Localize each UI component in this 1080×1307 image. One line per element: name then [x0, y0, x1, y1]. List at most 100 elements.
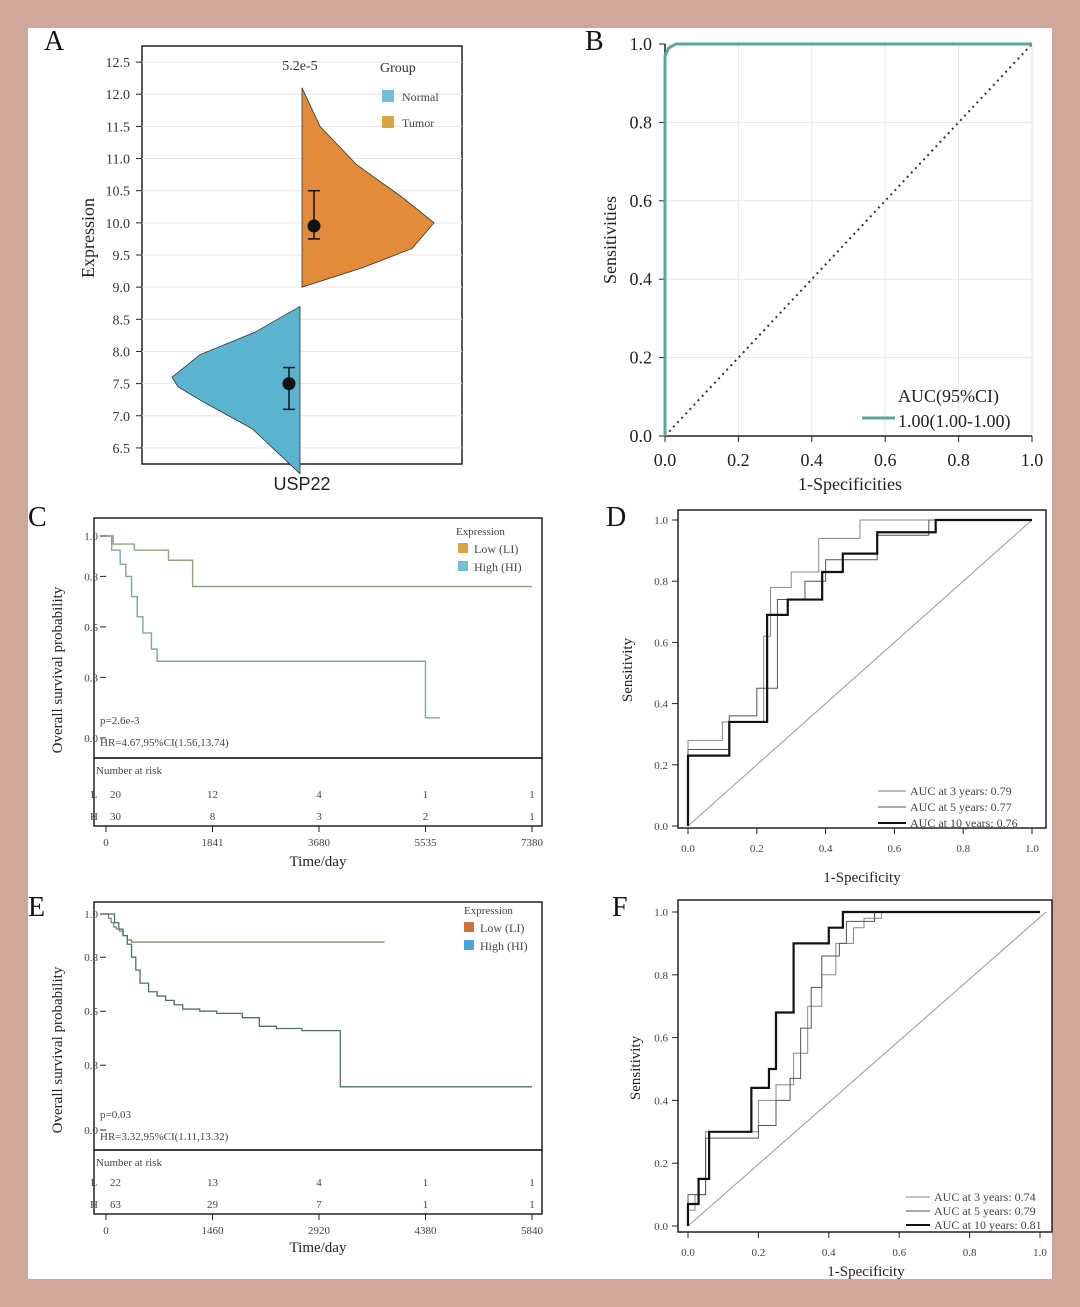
- panel-b-roc: 0.0 0.2 0.4 0.6 0.8 1.0 0.0 0.2 0.4 0.6 0.8 1.0 Sen…: [600, 34, 1043, 494]
- km-curve-high-e: [106, 913, 532, 1088]
- legend-swatch-low: [458, 543, 468, 553]
- violin-tumor: [301, 87, 435, 288]
- risk-count: 2: [423, 811, 429, 823]
- risk-count: 7: [316, 1199, 322, 1211]
- figure-sheet: A B C D E F 12.5 12.0 11.5 11.0 10.5 10.0 9.5 9…: [28, 26, 1053, 1280]
- panel-b-ytick-label: 0.2: [630, 348, 653, 368]
- panel-d-diagonal: [687, 519, 1033, 827]
- legend-label-f-10y: AUC at 10 years: 0.81: [934, 1218, 1042, 1232]
- roc-ytick-label: 1.0: [654, 907, 668, 919]
- panel-f-xlabel: 1-Specificity: [827, 1264, 905, 1280]
- panel-e-legend-title: Expression: [464, 905, 513, 917]
- km-xtick-label: 7380: [521, 837, 544, 849]
- roc-ytick-label: 0.8: [654, 970, 668, 982]
- km-xtick-label: 2920: [308, 1225, 331, 1237]
- panel-b-xtick-label: 1.0: [1021, 450, 1044, 470]
- panel-b-ylabel: Sensitivities: [600, 196, 620, 284]
- panel-a-ytick-label: 10.0: [106, 217, 131, 232]
- roc-ytick-label: 0.6: [654, 1033, 668, 1045]
- panel-letter-a: A: [44, 26, 65, 57]
- panel-a-ytick-label: 11.0: [106, 153, 130, 168]
- roc-xtick-label: 0.4: [819, 843, 833, 855]
- legend-swatch-normal: [382, 90, 394, 102]
- panel-a-xlabel: USP22: [273, 474, 330, 494]
- roc-xtick-label: 0.8: [963, 1247, 977, 1259]
- panel-b-diagonal: [664, 43, 1033, 437]
- panel-a-ytick-label: 11.5: [106, 120, 130, 135]
- risk-count: 4: [316, 1177, 322, 1189]
- legend-swatch-low-e: [464, 922, 474, 932]
- panel-a-ytick-label: 9.0: [113, 281, 131, 296]
- legend-label-tumor: Tumor: [402, 116, 434, 130]
- km-ytick-label: 0.8: [84, 952, 98, 964]
- legend-label-f-3y: AUC at 3 years: 0.74: [934, 1190, 1036, 1204]
- risk-count: 1: [529, 1199, 535, 1211]
- median-point-normal: [282, 377, 296, 391]
- panel-b-ytick-label: 0.0: [630, 426, 653, 446]
- panel-a-ytick-label: 8.0: [113, 345, 131, 360]
- panel-e-risk-table: [93, 1149, 543, 1215]
- panel-b-legend-title: AUC(95%CI): [898, 386, 999, 407]
- legend-swatch-high-e: [464, 940, 474, 950]
- risk-count: 20: [110, 789, 122, 801]
- panel-b-legend-auc: 1.00(1.00-1.00): [898, 411, 1010, 432]
- panel-d-roc: 0.0 0.2 0.4 0.6 0.8 1.0 1.0 0.8 0.6 0.4 0.2 0.0 Sen…: [620, 509, 1047, 886]
- risk-count: 1: [423, 789, 429, 801]
- km-ytick-label: 1.0: [84, 531, 98, 543]
- roc-ytick-label: 0.0: [654, 821, 668, 833]
- panel-b-xtick-label: 0.2: [727, 450, 750, 470]
- roc-xtick-label: 0.0: [681, 843, 695, 855]
- panel-d-ylabel: Sensitivity: [620, 637, 636, 702]
- panel-f-ylabel: Sensitivity: [628, 1035, 644, 1100]
- km-ytick-label: 0.8: [84, 571, 98, 583]
- panel-f-diagonal: [687, 911, 1047, 1227]
- panel-a-ytick-label: 12.5: [106, 56, 131, 71]
- roc-ytick-label: 0.6: [654, 637, 668, 649]
- panel-letter-b: B: [585, 26, 604, 57]
- panel-e-risk-title: Number at risk: [96, 1157, 162, 1169]
- panel-e-pvalue: p=0.03: [100, 1109, 131, 1121]
- risk-row-label: L: [91, 1177, 98, 1189]
- panel-letter-d: D: [606, 502, 626, 533]
- panel-letter-e: E: [28, 892, 45, 923]
- panel-e-ylabel: Overall survival probability: [50, 966, 66, 1133]
- legend-label-low-e: Low (LI): [480, 921, 524, 935]
- panel-a-violin: 12.5 12.0 11.5 11.0 10.5 10.0 9.5 9.0 8.5 8.0 7.5 7…: [78, 45, 463, 494]
- risk-count: 1: [529, 789, 535, 801]
- risk-count: 1: [423, 1177, 429, 1189]
- km-xtick-label: 1460: [202, 1225, 225, 1237]
- roc-curve-5-years: [687, 911, 1040, 1226]
- panel-e-frame: [93, 901, 543, 1151]
- legend-label-low: Low (LI): [474, 542, 518, 556]
- panel-a-ytick-label: 10.5: [106, 185, 131, 200]
- panel-c-ylabel: Overall survival probability: [50, 586, 66, 753]
- km-ytick-label: 0.3: [84, 672, 98, 684]
- risk-count: 22: [110, 1177, 121, 1189]
- risk-count: 3: [316, 811, 322, 823]
- km-ytick-label: 0.5: [84, 622, 98, 634]
- km-curve-low: [106, 535, 532, 588]
- legend-label-f-5y: AUC at 5 years: 0.79: [934, 1204, 1036, 1218]
- risk-count: 8: [210, 811, 216, 823]
- risk-count: 12: [207, 789, 218, 801]
- panel-letter-f: F: [612, 892, 628, 923]
- panel-letter-c: C: [28, 502, 47, 533]
- legend-swatch-high: [458, 561, 468, 571]
- roc-xtick-label: 1.0: [1033, 1247, 1047, 1259]
- panel-a-legend-title: Group: [380, 61, 416, 76]
- panel-c-risk-title: Number at risk: [96, 765, 162, 777]
- roc-ytick-label: 0.0: [654, 1221, 668, 1233]
- roc-curve-3-years: [687, 911, 1040, 1226]
- km-xtick-label: 3680: [308, 837, 331, 849]
- km-curve-high: [106, 535, 440, 719]
- roc-curve: [663, 42, 1032, 436]
- panel-c-pvalue: p=2.6e-3: [100, 715, 140, 727]
- panel-d-frame: [677, 509, 1047, 829]
- risk-count: 1: [423, 1199, 429, 1211]
- panel-b-xtick-label: 0.4: [801, 450, 824, 470]
- legend-label-normal: Normal: [402, 90, 439, 104]
- km-xtick-label: 5840: [521, 1225, 544, 1237]
- roc-xtick-label: 0.6: [888, 843, 902, 855]
- roc-ytick-label: 0.2: [654, 1158, 668, 1170]
- panel-b-xlabel: 1-Specificities: [798, 474, 902, 494]
